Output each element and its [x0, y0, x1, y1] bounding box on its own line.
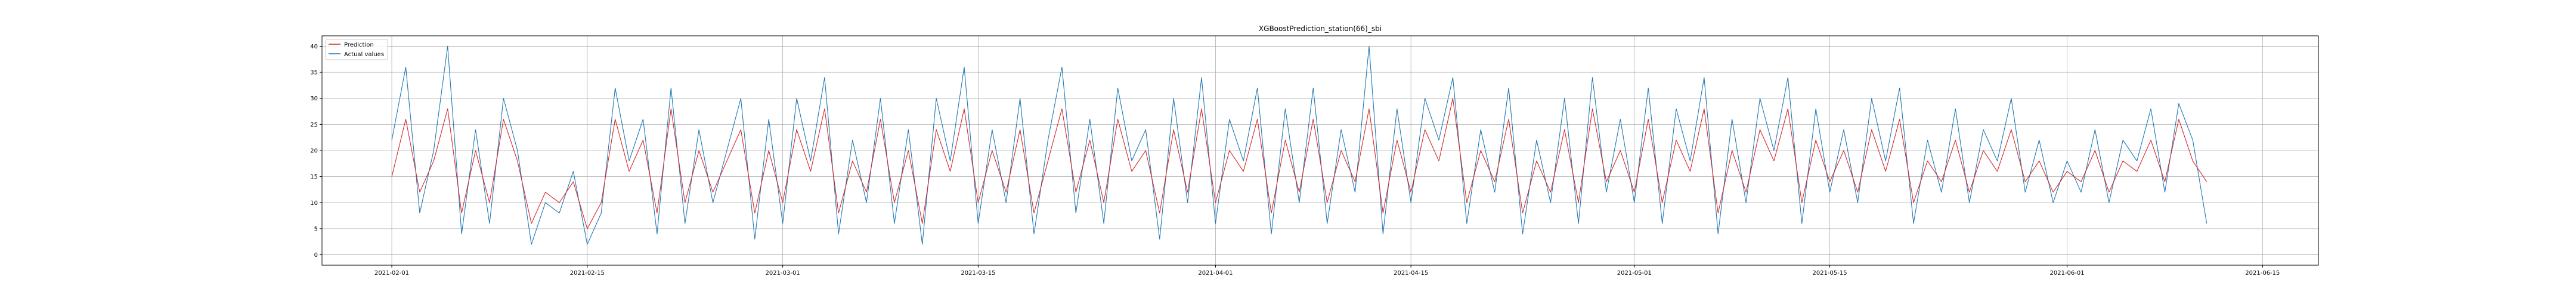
y-tick-label: 20 — [310, 148, 318, 155]
y-tick-label: 15 — [310, 174, 318, 180]
y-axis: 0 5 10 15 20 25 30 35 40 — [310, 44, 322, 259]
x-tick-label: 2021-03-15 — [961, 270, 995, 277]
legend-label-actual-values: Actual values — [344, 51, 384, 58]
x-tick-label: 2021-05-15 — [1812, 270, 1847, 277]
x-tick-label: 2021-06-01 — [2050, 270, 2085, 277]
plot-series — [391, 45, 2207, 245]
grid-lines — [322, 36, 2318, 265]
series-line-prediction — [391, 98, 2207, 229]
legend: Prediction Actual values — [325, 39, 388, 60]
y-tick-label: 5 — [314, 226, 318, 232]
y-tick-label: 35 — [310, 70, 318, 76]
x-tick-label: 2021-06-15 — [2245, 270, 2280, 277]
y-tick-label: 30 — [310, 96, 318, 102]
series-line-actual-values — [391, 45, 2207, 245]
x-tick-label: 2021-03-01 — [766, 270, 800, 277]
x-tick-label: 2021-04-01 — [1198, 270, 1233, 277]
y-tick-label: 0 — [314, 252, 318, 259]
x-tick-label: 2021-02-01 — [374, 270, 409, 277]
legend-box — [325, 39, 388, 60]
y-tick-label: 40 — [310, 44, 318, 50]
x-tick-label: 2021-05-01 — [1617, 270, 1652, 277]
x-axis: 2021-02-01 2021-02-15 2021-03-01 2021-03-15… — [374, 265, 2280, 277]
x-tick-label: 2021-02-15 — [570, 270, 605, 277]
y-tick-label: 25 — [310, 122, 318, 128]
x-tick-label: 2021-04-15 — [1394, 270, 1428, 277]
legend-label-prediction: Prediction — [344, 42, 374, 48]
chart-title: XGBoostPrediction_station(66)_sbi — [1259, 24, 1382, 33]
y-tick-label: 10 — [310, 200, 318, 207]
